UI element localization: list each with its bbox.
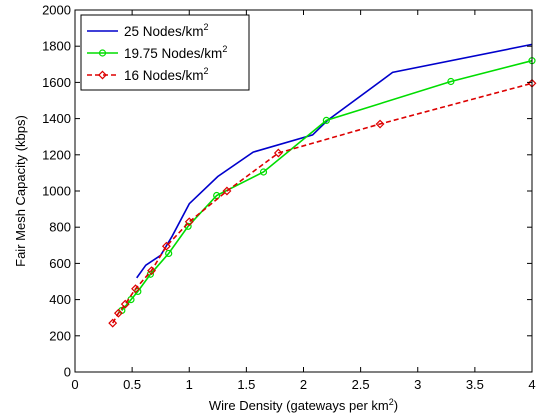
legend-marker-2: [98, 49, 107, 57]
y-tick-label: 1200: [42, 147, 71, 162]
legend: 25 Nodes/km2 19.75 Nodes/km2 16 Nodes/km2: [80, 14, 250, 91]
x-tick-label: 3.5: [466, 377, 484, 392]
legend-marker-3: [98, 70, 107, 80]
data-point-series-3: [222, 186, 232, 196]
data-point-series-2: [165, 249, 173, 258]
plot-series-group: [108, 43, 537, 328]
x-tick-label: 1.5: [237, 377, 255, 392]
data-point-series-3: [161, 241, 171, 251]
y-tick-label: 600: [49, 256, 71, 271]
y-tick-label: 0: [64, 365, 71, 380]
x-tick-label: 0: [71, 377, 78, 392]
x-axis-label: Wire Density (gateways per km2): [209, 397, 398, 413]
data-point-series-3: [108, 318, 118, 328]
y-tick-label: 400: [49, 292, 71, 307]
data-point-series-3: [131, 284, 141, 294]
y-tick-label: 2000: [42, 3, 71, 18]
data-point-series-3: [375, 119, 385, 129]
data-point-series-2: [322, 116, 330, 125]
data-point-series-3: [113, 308, 123, 318]
legend-label-3: 16 Nodes/km2: [124, 66, 209, 83]
x-tick-label: 1: [186, 377, 193, 392]
y-tick-label: 800: [49, 220, 71, 235]
axis-ticks-group: 0 0.5 1 1.5 2 2.5 3 3.5 4 0 200 400 600 800 1000 1200 14…: [42, 3, 536, 393]
y-tick-label: 1000: [42, 184, 71, 199]
data-point-series-3: [273, 148, 283, 158]
x-tick-label: 0.5: [123, 377, 141, 392]
data-point-series-2: [259, 168, 268, 176]
y-axis-label: Fair Mesh Capacity (kbps): [13, 115, 28, 267]
data-point-series-3: [147, 266, 156, 276]
y-tick-label: 1800: [42, 39, 71, 54]
legend-label-2: 19.75 Nodes/km2: [124, 44, 227, 61]
x-tick-label: 2.5: [352, 377, 370, 392]
data-point-series-2: [447, 77, 455, 86]
series-line-1: [136, 43, 533, 279]
y-tick-label: 200: [49, 328, 71, 343]
y-tick-label: 1600: [42, 75, 71, 90]
x-tick-label: 4: [528, 377, 535, 392]
x-tick-label: 3: [414, 377, 421, 392]
legend-label-1: 25 Nodes/km2: [124, 22, 209, 39]
series-line-2: [121, 59, 533, 312]
x-tick-label: 2: [300, 377, 307, 392]
data-point-series-3: [120, 299, 130, 309]
y-tick-label: 1400: [42, 111, 71, 126]
series-line-3: [112, 82, 533, 324]
data-point-series-3: [184, 217, 194, 227]
